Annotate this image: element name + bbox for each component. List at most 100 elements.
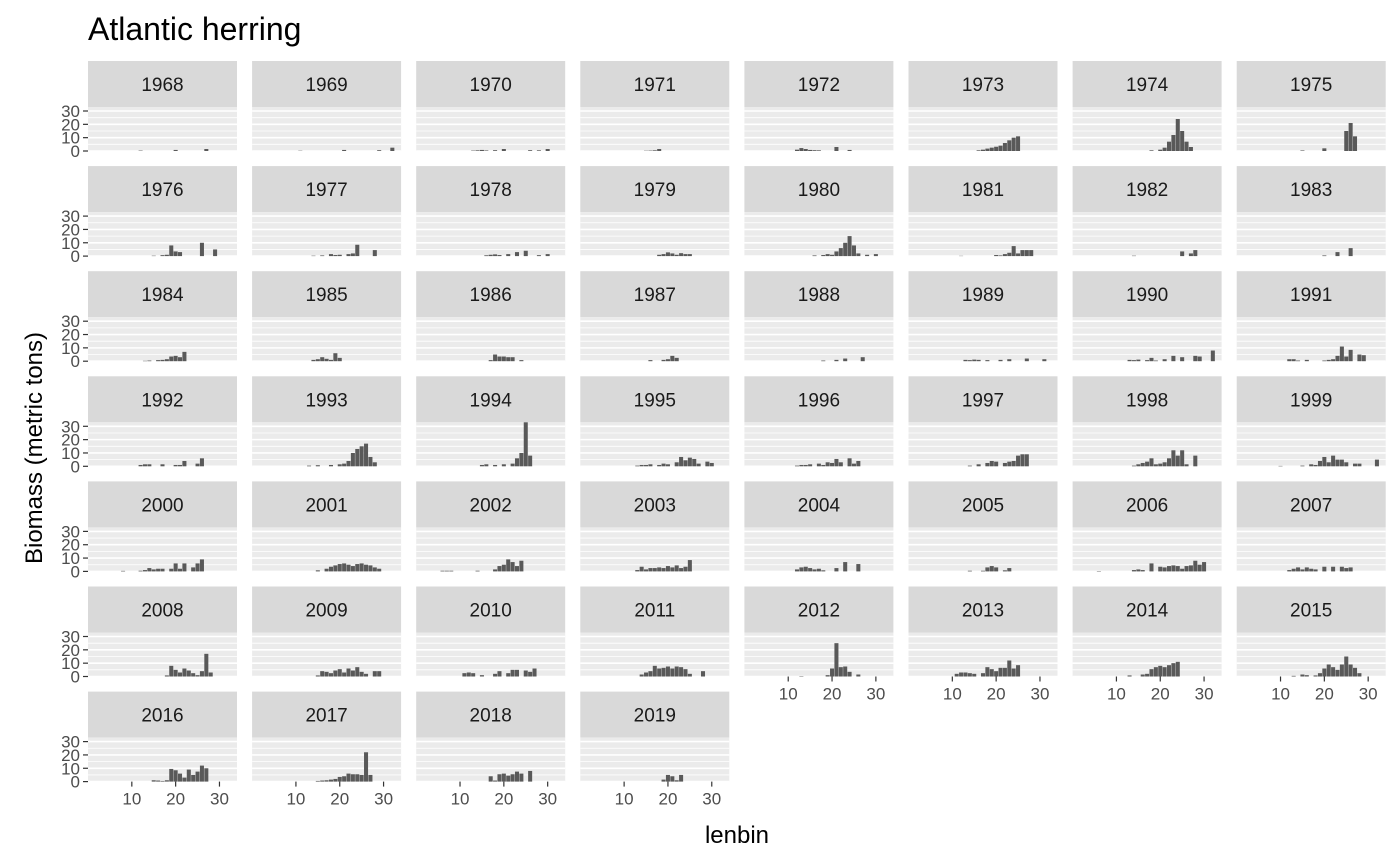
facet-strip-label: 2003: [634, 495, 676, 516]
bar: [1344, 462, 1349, 467]
bar: [1011, 246, 1016, 257]
bar: [350, 452, 355, 467]
bar: [683, 669, 688, 677]
facet-strip-label: 1984: [141, 285, 184, 306]
bar: [1344, 131, 1349, 151]
x-tick-label: 10: [1107, 685, 1126, 704]
bar: [834, 643, 839, 677]
bar: [1153, 464, 1158, 467]
x-tick-label: 20: [166, 790, 185, 809]
facet-plot-area: [744, 632, 894, 677]
x-tick-label: 30: [702, 790, 721, 809]
facet-panel-1988: 1988: [744, 271, 894, 363]
bar: [670, 776, 675, 782]
facet-strip: [908, 61, 1058, 107]
facet-strip: [88, 691, 237, 738]
bar: [195, 463, 200, 467]
bar: [1140, 462, 1145, 467]
facet-strip: [580, 691, 730, 738]
bar: [648, 464, 653, 467]
facet-strip: [1072, 271, 1222, 318]
bar: [851, 245, 856, 257]
bar: [652, 665, 657, 677]
facet-strip: [1236, 61, 1386, 107]
bar: [324, 671, 329, 677]
bar: [493, 569, 498, 572]
bar: [501, 773, 506, 782]
bar: [661, 568, 666, 572]
bar: [1326, 462, 1331, 467]
bar: [191, 673, 196, 677]
facet-plot-area: [416, 527, 566, 572]
bar: [1184, 141, 1189, 151]
bar: [493, 780, 498, 782]
bar: [523, 422, 528, 467]
facet-strip-label: 1996: [798, 390, 840, 411]
bar: [1007, 568, 1012, 572]
facet-plot-area: [252, 212, 402, 257]
facet-strip-label: 1973: [962, 75, 1004, 96]
bar: [683, 254, 688, 257]
x-tick-label: 10: [286, 790, 305, 809]
facet-panel-2013: 2013 10 20 30: [908, 586, 1058, 704]
facet-plot-area: [252, 737, 402, 782]
bar: [173, 563, 178, 572]
facet-strip-label: 1991: [1290, 285, 1332, 306]
facet-strip-label: 1994: [470, 390, 513, 411]
bar: [670, 355, 675, 362]
bar: [972, 673, 977, 677]
bar: [856, 564, 861, 572]
bar: [1024, 454, 1029, 467]
bar: [311, 359, 316, 362]
bar: [333, 565, 338, 572]
bar: [528, 770, 533, 782]
bar: [1029, 250, 1034, 257]
bar: [679, 774, 684, 782]
bar: [506, 673, 511, 677]
bar: [1184, 464, 1189, 467]
facet-panel-1995: 1995: [580, 376, 730, 468]
bar: [1131, 570, 1136, 572]
bar: [1175, 661, 1180, 677]
bar: [182, 777, 187, 782]
bar: [1188, 565, 1193, 572]
bar: [479, 149, 484, 151]
bar: [976, 464, 981, 467]
facet-plot-area: [1236, 422, 1386, 467]
bar: [1016, 455, 1021, 467]
facet-plot-area: [908, 422, 1058, 467]
bar: [488, 254, 493, 257]
bar: [160, 255, 165, 257]
bar: [355, 667, 360, 677]
bar: [821, 360, 826, 362]
bar: [830, 254, 835, 257]
bar: [1287, 570, 1292, 572]
facet-panel-2002: 2002: [416, 481, 566, 573]
y-tick-label: 30: [61, 733, 80, 752]
bar: [1011, 137, 1016, 151]
facet-panel-2015: 2015 10 20 30: [1236, 586, 1386, 704]
bar: [160, 568, 165, 572]
bar: [204, 768, 209, 782]
bar: [661, 667, 666, 677]
bar: [355, 448, 360, 467]
facet-plot-area: [1236, 632, 1386, 677]
bar: [488, 360, 493, 362]
facet-strip-label: 2016: [141, 706, 183, 727]
bar: [138, 570, 143, 572]
y-tick-label: 30: [61, 628, 80, 647]
bar: [1326, 359, 1331, 362]
x-tick-label: 10: [451, 790, 470, 809]
facet-panel-1982: 1982: [1072, 166, 1222, 257]
bar: [1175, 455, 1180, 467]
y-tick-label: 20: [61, 536, 80, 555]
bar: [337, 254, 342, 257]
bar: [199, 671, 204, 677]
bar: [364, 564, 369, 572]
bar: [471, 673, 476, 677]
facet-plot-area: [1072, 632, 1222, 677]
facet-strip: [88, 61, 237, 107]
facet-plot-area: [744, 527, 894, 572]
facet-strip-label: 1990: [1126, 285, 1168, 306]
